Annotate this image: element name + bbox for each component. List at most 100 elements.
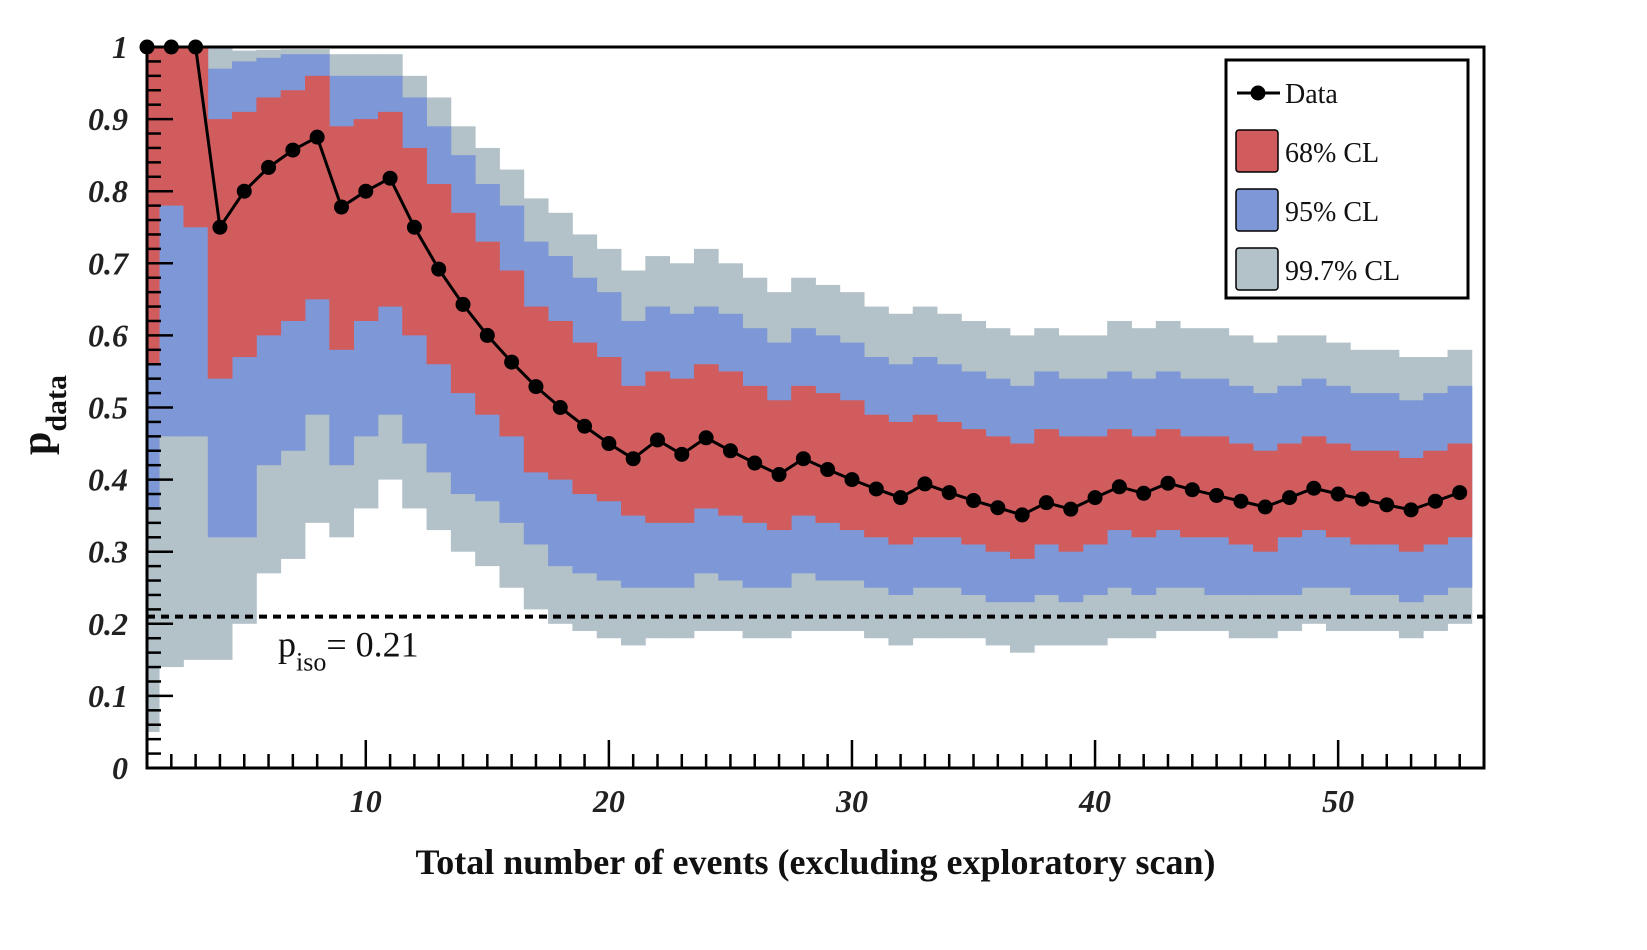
y-tick-label: 1 xyxy=(112,29,128,65)
data-point xyxy=(261,159,277,175)
band-68-bin xyxy=(329,126,355,350)
data-point xyxy=(1233,493,1249,509)
y-tick-label: 0.7 xyxy=(88,245,130,281)
data-point xyxy=(966,493,982,509)
data-point xyxy=(649,432,665,448)
x-tick-labels: 10 20 30 40 50 xyxy=(350,783,1354,819)
legend-label: 68% CL xyxy=(1285,138,1379,169)
data-point xyxy=(479,327,495,343)
data-point xyxy=(333,199,349,215)
data-point xyxy=(1063,501,1079,517)
data-point xyxy=(1209,487,1225,503)
data-point xyxy=(698,430,714,446)
data-point xyxy=(868,481,884,497)
band-68-bin xyxy=(596,357,622,502)
y-tick-label: 0.8 xyxy=(88,173,128,209)
data-point xyxy=(1160,475,1176,491)
legend: Data 68% CL 95% CL 99.7% CL xyxy=(1224,58,1470,300)
y-tick-label: 0.9 xyxy=(88,101,128,137)
band-68-bin xyxy=(791,385,816,516)
data-point xyxy=(1354,491,1370,507)
data-point xyxy=(674,446,690,462)
data-point xyxy=(455,296,471,312)
band-68-bin xyxy=(1034,429,1059,545)
data-point xyxy=(358,183,374,199)
data-point xyxy=(844,472,860,488)
reference-label-sub: iso xyxy=(296,648,326,677)
data-point xyxy=(1014,507,1030,523)
band-68-bin xyxy=(766,400,792,531)
y-tick-label: 0.1 xyxy=(88,678,128,714)
data-point xyxy=(1257,499,1273,515)
legend-label: 95% CL xyxy=(1285,197,1379,228)
data-point xyxy=(528,379,544,395)
reference-line-label: piso= 0.21 xyxy=(278,625,419,677)
x-tick-label: 20 xyxy=(592,783,625,819)
band-68-bin xyxy=(353,119,379,321)
data-point xyxy=(1038,495,1054,511)
band-68-bin xyxy=(256,97,282,336)
y-tick-label: 0.5 xyxy=(88,390,128,426)
data-point xyxy=(504,354,520,370)
legend-swatch xyxy=(1235,247,1279,291)
y-tick-label: 0.6 xyxy=(88,317,128,353)
data-point xyxy=(1330,486,1346,502)
data-point xyxy=(285,142,301,158)
confidence-bands xyxy=(147,47,1473,732)
band-68-bin xyxy=(1204,436,1230,538)
x-tick-label: 10 xyxy=(350,783,382,819)
data-point xyxy=(771,467,787,483)
data-point xyxy=(1136,485,1152,501)
band-68-bin xyxy=(888,421,914,545)
data-point xyxy=(1111,479,1127,495)
y-tick-label: 0.3 xyxy=(88,534,128,570)
data-point xyxy=(1452,485,1468,501)
legend-data-marker xyxy=(1250,85,1266,101)
x-tick-label: 40 xyxy=(1078,783,1111,819)
y-tick-label: 0 xyxy=(112,750,128,786)
data-point xyxy=(406,219,422,235)
x-tick-label: 50 xyxy=(1322,783,1354,819)
band-68-bin xyxy=(937,421,962,538)
band-68-bin xyxy=(815,393,841,523)
band-68-bin xyxy=(839,400,865,531)
y-tick-label: 0.2 xyxy=(88,606,128,642)
legend-swatch xyxy=(1235,129,1279,173)
y-tick-label: 0.4 xyxy=(88,462,128,498)
y-axis-title-main: p xyxy=(14,432,60,455)
y-axis-title: pdata xyxy=(14,375,73,455)
x-axis-title: Total number of events (excluding explor… xyxy=(416,842,1216,882)
data-point xyxy=(917,476,933,492)
y-axis-title-sub: data xyxy=(40,375,73,432)
band-68-bin xyxy=(742,385,768,523)
band-68-bin xyxy=(377,111,403,307)
data-point xyxy=(1087,490,1103,506)
legend-swatch xyxy=(1235,188,1279,232)
band-68-bin xyxy=(912,414,938,538)
data-point xyxy=(795,451,811,467)
data-point xyxy=(941,485,957,501)
band-68-bin xyxy=(305,75,330,300)
band-68-bin xyxy=(961,429,987,545)
band-68-bin xyxy=(183,47,209,228)
data-point xyxy=(1306,480,1322,496)
axis-ticks xyxy=(145,45,1486,770)
data-point xyxy=(893,490,909,506)
band-68-bin xyxy=(864,414,889,538)
data-point xyxy=(747,455,763,471)
plot-frame xyxy=(145,45,1486,770)
reference-label-main: p xyxy=(278,625,296,665)
reference-label-value: = 0.21 xyxy=(326,625,418,665)
data-point xyxy=(577,418,593,434)
data-point xyxy=(1379,497,1395,513)
data-point xyxy=(431,261,447,277)
data-point xyxy=(552,400,568,415)
band-68-bin xyxy=(232,111,257,358)
data-point xyxy=(990,500,1006,516)
legend-label: Data xyxy=(1285,79,1338,110)
band-68-bin xyxy=(159,47,184,206)
band-68-bin xyxy=(1058,436,1084,552)
data-point xyxy=(601,436,617,452)
band-68-bin xyxy=(985,436,1011,552)
